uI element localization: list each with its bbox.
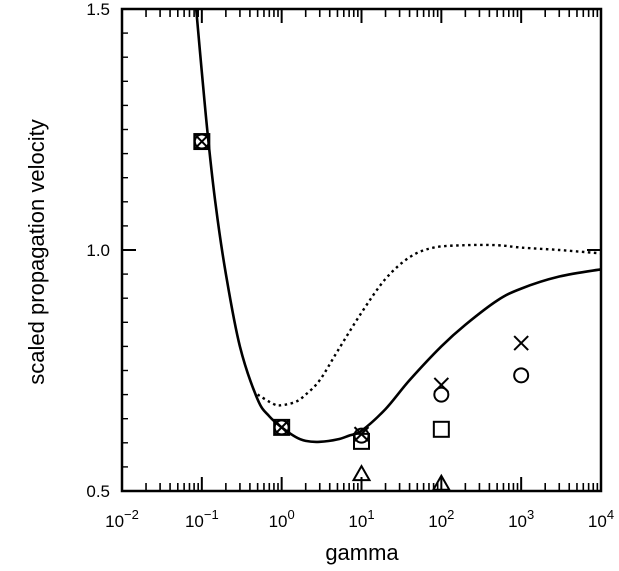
triangle-marker [351,464,372,482]
circle-marker [433,386,450,403]
x-tick-label: 100 [269,507,295,531]
cross-marker [513,335,529,351]
x-tick-label: 102 [428,507,454,531]
major-ticks [121,8,602,492]
circle-marker [513,367,530,384]
circle-marker [273,419,290,436]
y-tick-labels: 0.5 1.0 1.5 [86,0,110,501]
y-axis-label: scaled propagation velocity [24,119,49,384]
x-tick-label: 101 [348,507,374,531]
y-tick-label: 1.0 [86,241,110,260]
x-tick-label: 10−1 [185,507,219,531]
plot-frame [120,7,603,493]
x-tick-label: 104 [588,507,614,531]
y-tick-label: 1.5 [86,0,110,19]
x-axis-label: gamma [325,540,399,565]
dotted-curve [256,243,602,407]
x-tick-label: 103 [508,507,534,531]
x-tick-label: 10−2 [105,507,139,531]
circle-marker [353,427,370,444]
x-tick-labels: 10−2 10−1 100 101 102 103 104 [105,507,614,531]
markers [193,133,530,491]
y-tick-label: 0.5 [86,482,110,501]
curves [194,8,602,444]
solid-curve [194,8,602,444]
circle-marker [193,133,210,150]
square-marker [432,420,450,438]
minor-ticks [122,9,599,491]
